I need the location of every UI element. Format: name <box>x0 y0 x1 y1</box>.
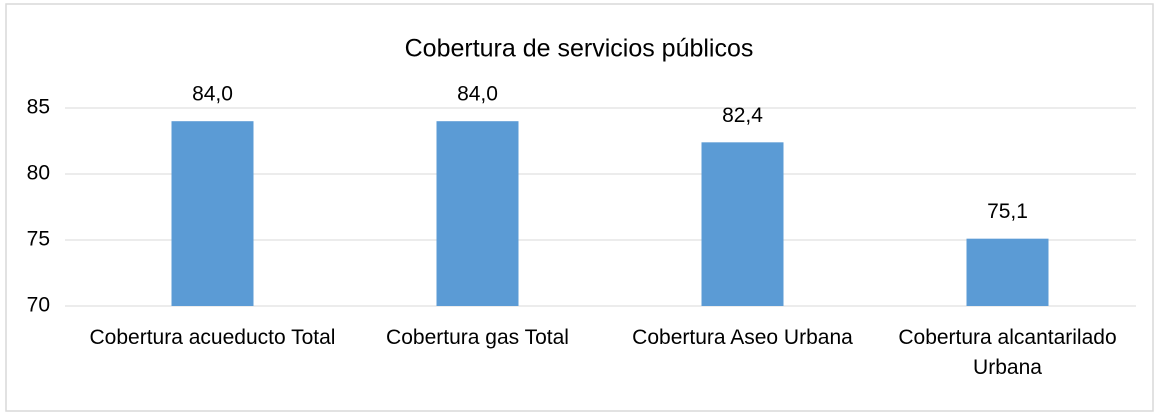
x-tick-label: Cobertura gas Total <box>386 326 569 349</box>
data-label: 84,0 <box>457 83 498 106</box>
y-tick-label: 85 <box>27 96 50 119</box>
chart-title: Cobertura de servicios públicos <box>405 35 754 63</box>
bar <box>436 121 519 306</box>
y-tick-label: 70 <box>27 294 50 317</box>
y-tick-label: 80 <box>27 162 50 185</box>
x-tick-label: Cobertura Aseo Urbana <box>632 326 853 349</box>
data-label: 84,0 <box>192 83 233 106</box>
x-tick-label: Cobertura alcantarilado Urbana <box>898 326 1117 379</box>
bar <box>701 142 784 306</box>
bar <box>171 121 254 306</box>
data-label: 75,1 <box>987 200 1028 223</box>
bar <box>966 238 1049 306</box>
x-tick-label: Cobertura acueducto Total <box>89 326 336 349</box>
data-label: 82,4 <box>722 104 763 127</box>
y-tick-label: 75 <box>27 228 50 251</box>
